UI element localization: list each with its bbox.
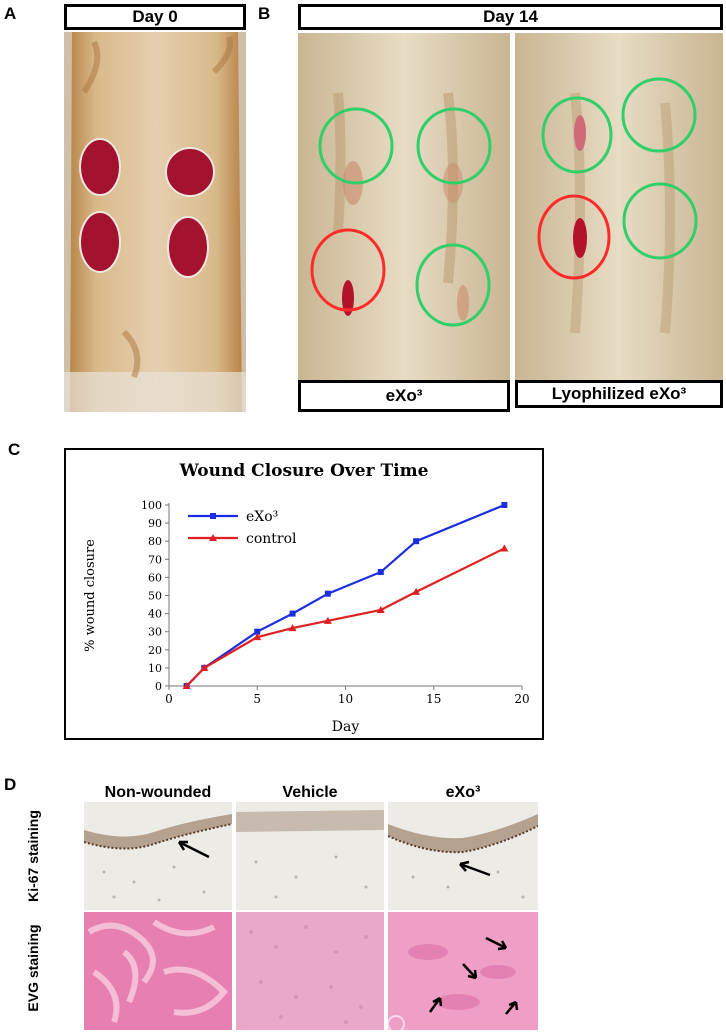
panel-a-title-text: Day 0 (132, 7, 178, 26)
exo3-point (289, 610, 296, 617)
control-point (182, 682, 191, 689)
x-tick-label: 10 (338, 692, 353, 706)
day14-lyophilized-photo (515, 33, 723, 381)
x-tick-label: 15 (426, 692, 441, 706)
y-tick-label: 40 (148, 608, 162, 621)
day0-wound-photo (64, 32, 246, 412)
exo3-point (501, 502, 508, 508)
wound-bottom-right (167, 216, 209, 278)
wound-bottom-left (79, 211, 121, 273)
chart-title: Wound Closure Over Time (179, 461, 429, 481)
legend-marker-control (209, 534, 217, 541)
control-point (500, 544, 509, 552)
lyo-circle-bottom-left (537, 194, 611, 280)
x-tick-label: 0 (165, 692, 173, 706)
panel-a-title: Day 0 (64, 4, 246, 30)
control-point (288, 624, 297, 632)
evg-non-wounded-micrograph (84, 912, 232, 1030)
lyo-circle-top-right (621, 77, 697, 153)
evg-exo3-arrow-4 (505, 1000, 519, 1015)
ki67-exo3-illustration (388, 802, 538, 910)
y-axis-label: % wound closure (83, 539, 98, 652)
panel-b-right-caption-text: Lyophilized eXo³ (551, 384, 687, 403)
exo3-circle-bottom-right (415, 243, 491, 327)
evg-exo3-arrow-2 (462, 963, 478, 980)
ki67-vehicle-micrograph (236, 802, 384, 910)
ki67-vehicle-illustration (236, 802, 384, 910)
day14-lyophilized-illustration (515, 33, 723, 381)
series-line-control (185, 547, 505, 687)
day0-photo-illustration (64, 32, 246, 412)
y-tick-label: 0 (155, 680, 162, 693)
series-line-exo3 (185, 503, 505, 687)
lyo-circle-bottom-right (622, 182, 698, 260)
panel-b-title-text: Day 14 (483, 7, 538, 26)
exo3-circle-top-right (416, 107, 492, 185)
wound-closure-chart-svg: Wound Closure Over Time01020304050607080… (83, 461, 530, 735)
control-point (253, 633, 262, 641)
exo3-circle-bottom-left (310, 228, 386, 312)
y-tick-label: 10 (148, 662, 162, 675)
y-tick-label: 50 (148, 590, 162, 603)
x-axis-label: Day (332, 719, 360, 735)
col-header-non-wounded: Non-wounded (104, 784, 212, 801)
day14-exo3-illustration (298, 33, 510, 381)
wound-closure-chart: Wound Closure Over Time 0 10 20 30 40 50 60 70 80… (64, 448, 544, 740)
panel-b-left-caption-text: eXo³ (385, 386, 423, 405)
ki67-exo3-arrow (459, 860, 491, 877)
ki67-non-wounded-illustration (84, 802, 232, 910)
y-tick-label: 70 (148, 553, 162, 566)
control-point (323, 616, 332, 624)
panel-b-left-caption: eXo³ (298, 380, 510, 412)
panel-b-letter: B (258, 4, 271, 23)
evg-non-wounded-illustration (84, 912, 232, 1030)
panel-b-right-caption: Lyophilized eXo³ (515, 380, 723, 408)
panel-d-letter: D (4, 775, 17, 794)
day14-exo3-photo (298, 33, 510, 381)
evg-exo3-arrow-1 (485, 936, 508, 951)
panel-a-letter: A (4, 4, 17, 23)
y-tick-label: 80 (148, 535, 162, 548)
evg-vehicle-micrograph (236, 912, 384, 1030)
wound-top-left (79, 138, 121, 196)
wound-top-right (165, 147, 215, 197)
ki67-exo3-micrograph (388, 802, 538, 910)
col-header-vehicle: Vehicle (282, 784, 338, 801)
legend-label-control: control (246, 531, 297, 547)
exo3-point (254, 628, 261, 635)
evg-exo3-illustration (388, 912, 538, 1030)
control-point (200, 663, 209, 671)
exo3-point (324, 590, 331, 597)
ki67-non-wounded-micrograph (84, 802, 232, 910)
y-tick-label: 30 (148, 626, 162, 639)
legend-label-exo3: eXo³ (246, 509, 278, 525)
exo3-point (413, 538, 420, 545)
lyo-circle-top-left (541, 96, 613, 174)
evg-vehicle-illustration (236, 912, 384, 1030)
legend-marker-exo3 (210, 513, 216, 519)
exo3-circle-top-left (318, 107, 394, 185)
row-label-ki67: Ki-67 staining (25, 810, 41, 902)
control-point (412, 587, 421, 595)
control-point (376, 605, 385, 613)
evg-exo3-arrow-3 (428, 996, 443, 1013)
panel-c-letter: C (8, 440, 21, 459)
y-tick-label: 20 (148, 644, 162, 657)
y-tick-label: 60 (148, 571, 162, 584)
x-tick-label: 5 (253, 692, 261, 706)
exo3-point (377, 568, 384, 575)
y-tick-label: 90 (148, 517, 162, 530)
col-header-exo3: eXo³ (445, 784, 481, 801)
x-tick-label: 20 (514, 692, 529, 706)
ki67-non-wounded-arrow (177, 840, 210, 859)
evg-exo3-micrograph (388, 912, 538, 1030)
panel-b-title: Day 14 (298, 4, 723, 30)
y-tick-label: 100 (141, 499, 162, 512)
row-label-evg: EVG staining (25, 924, 41, 1012)
